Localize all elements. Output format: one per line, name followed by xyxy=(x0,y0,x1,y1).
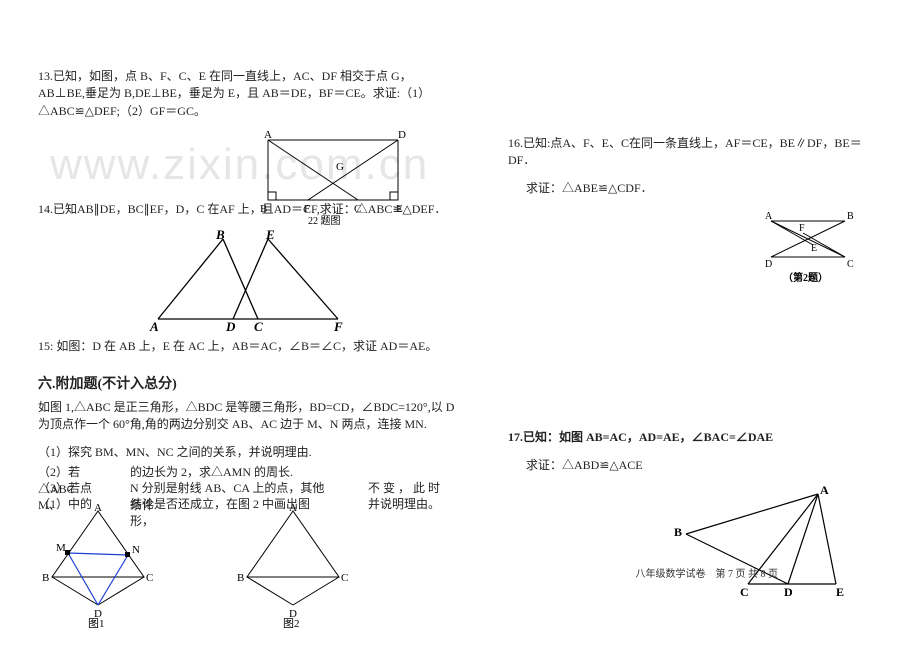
pt-A: A xyxy=(149,319,159,334)
pt-F: F xyxy=(333,319,343,334)
right-column: 16.已知:点A、F、E、C在同一条直线上，AF＝CE，BE∥DF，BE＝DF．… xyxy=(508,135,888,603)
p3c: 不 变 ， 此 时 xyxy=(368,479,458,496)
q17-D: D xyxy=(784,585,793,599)
q16-B: B xyxy=(847,211,854,222)
section6-title: 六.附加题(不计入总分) xyxy=(38,373,458,393)
pt-D: D xyxy=(225,319,236,334)
q14-text: 14.已知AB∥DE，BC∥EF，D，C 在AF 上，且AD＝CF,求证：△AB… xyxy=(38,201,458,218)
f2-C: C xyxy=(341,572,348,584)
pt-C: C xyxy=(254,319,263,334)
extra-p1: （1）探究 BM、MN、NC 之间的关系，并说明理由. xyxy=(38,444,458,461)
f1-C: C xyxy=(146,572,153,584)
q15-text: 15: 如图：D 在 AB 上，E 在 AC 上，AB＝AC，∠B＝∠C，求证 … xyxy=(38,338,458,355)
q16-E: E xyxy=(811,243,817,254)
q17-diagram: A B C D E xyxy=(508,484,858,603)
q16-F: F xyxy=(799,223,805,234)
pt-D: D xyxy=(398,130,406,141)
pt-G: G xyxy=(336,161,344,173)
q14-diagram: A B E D C F xyxy=(38,229,458,338)
q16-text1: 16.已知:点A、F、E、C在同一条直线上，AF＝CE，BE∥DF，BE＝DF． xyxy=(508,135,888,170)
f2-B: B xyxy=(237,572,244,584)
f1-M: M xyxy=(56,542,66,554)
p2b: 的边长为 2，求△AMN 的周长. xyxy=(130,463,310,480)
f1-N: N xyxy=(132,544,140,556)
q17-B: B xyxy=(674,525,682,539)
q16-D: D xyxy=(765,259,772,270)
left-column: 13.已知，如图，点 B、F、C、E 在同一直线上，AC、DF 相交于点 G，A… xyxy=(38,68,458,613)
q16-diagram: A B D C F E （第2题） xyxy=(508,207,868,289)
q17-text2: 求证：△ABD≌△ACE xyxy=(508,457,888,474)
pt-A: A xyxy=(264,130,272,141)
extra-figs-row: （2）若△ABC （3）若点 M、 （1）中的 xyxy=(38,463,458,613)
q17-C: C xyxy=(740,585,749,599)
extra-intro: 如图 1,△ABC 是正三角形，△BDC 是等腰三角形，BD=CD，∠BDC=1… xyxy=(38,399,458,434)
f1-A: A xyxy=(94,503,102,514)
fig2-diagram: A B C D 图2 xyxy=(233,503,353,632)
pt-B: B xyxy=(215,229,225,242)
q16-caption: （第2题） xyxy=(783,271,828,284)
q16-text2: 求证：△ABE≌△CDF． xyxy=(508,180,888,197)
q16-A: A xyxy=(765,211,773,222)
pt-E: E xyxy=(265,229,275,242)
fig2-caption: 图2 xyxy=(283,617,300,628)
q13-text: 13.已知，如图，点 B、F、C、E 在同一直线上，AC、DF 相交于点 G，A… xyxy=(38,68,458,120)
f2-A: A xyxy=(289,503,297,514)
q17-E: E xyxy=(836,585,844,599)
page-footer: 八年级数学试卷 第 7 页 共 8 页 xyxy=(636,565,779,580)
q16-C: C xyxy=(847,259,854,270)
q17-A: A xyxy=(820,484,829,497)
q17-text1: 17.已知：如图 AB=AC，AD=AE，∠BAC=∠DAE xyxy=(508,429,888,446)
q17-text1-b: 17.已知：如图 AB=AC，AD=AE，∠BAC=∠DAE xyxy=(508,430,773,444)
f1-B: B xyxy=(42,572,49,584)
p4c: 并说明理由。 xyxy=(368,495,458,512)
fig1-caption: 图1 xyxy=(88,617,105,628)
